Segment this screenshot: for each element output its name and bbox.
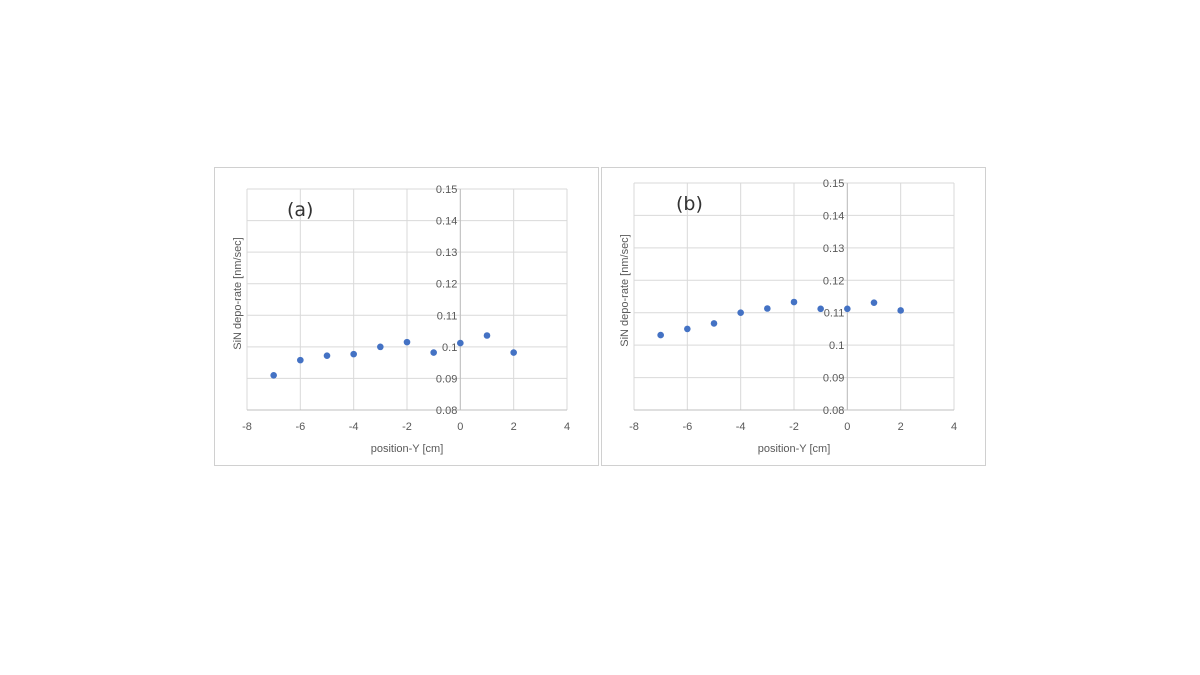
- x-tick-label: 4: [564, 421, 570, 433]
- data-point: [684, 325, 691, 333]
- data-point: [764, 305, 771, 312]
- x-tick-label: 2: [511, 421, 517, 433]
- data-point: [457, 339, 464, 347]
- chart-b-svg: -8 -6 -4 -2 0 2 4 0.08 0.09 0.1 0.11 0.12 0.13 0.14 0.…: [619, 178, 957, 455]
- y-tick-label: 0.13: [436, 247, 457, 259]
- x-tick-label: -6: [682, 421, 692, 433]
- x-axis-title: position-Y [cm]: [371, 443, 444, 455]
- data-point: [657, 331, 664, 339]
- x-tick-label: -8: [629, 421, 639, 433]
- x-tick-label: 0: [457, 421, 463, 433]
- y-tick-label: 0.1: [829, 340, 844, 352]
- panel-label: (b): [676, 193, 703, 215]
- y-tick-label: 0.11: [824, 308, 845, 320]
- y-axis-title: SiN depo-rate [nm/sec]: [232, 237, 244, 350]
- chart-panel-a: -8 -6 -4 -2 0 2 4 0.08 0.09 0.1 0.11 0.12 0.13 0.14 0.…: [214, 167, 599, 466]
- x-tick-label: 4: [951, 421, 957, 433]
- y-tick-label: 0.13: [823, 243, 844, 255]
- data-point: [323, 352, 331, 359]
- x-tick-label: -6: [295, 421, 305, 433]
- x-tick-label: -2: [789, 421, 799, 433]
- data-point: [297, 356, 304, 364]
- data-point: [710, 320, 718, 327]
- x-tick-label: -8: [242, 421, 252, 433]
- y-tick-label: 0.15: [823, 178, 844, 190]
- y-axis-title: SiN depo-rate [nm/sec]: [619, 234, 631, 347]
- data-point: [870, 299, 878, 306]
- data-point: [350, 350, 357, 358]
- data-point: [844, 305, 851, 313]
- y-tick-label: 0.12: [436, 279, 457, 291]
- y-tick-label: 0.14: [823, 210, 844, 222]
- y-tick-label: 0.09: [823, 373, 844, 385]
- y-tick-label: 0.15: [436, 184, 457, 196]
- chart-a-svg: -8 -6 -4 -2 0 2 4 0.08 0.09 0.1 0.11 0.12 0.13 0.14 0.…: [232, 184, 570, 455]
- data-point: [430, 349, 437, 356]
- data-point: [483, 332, 491, 339]
- x-tick-label: -4: [736, 421, 746, 433]
- panel-label: (a): [287, 199, 313, 221]
- y-tick-label: 0.14: [436, 216, 457, 228]
- data-point: [377, 343, 384, 351]
- chart-panel-b: -8 -6 -4 -2 0 2 4 0.08 0.09 0.1 0.11 0.12 0.13 0.14 0.…: [601, 167, 986, 466]
- x-tick-label: -2: [402, 421, 412, 433]
- data-point: [403, 338, 411, 346]
- data-point: [737, 309, 744, 317]
- y-tick-label: 0.08: [436, 405, 457, 417]
- y-tick-label: 0.12: [823, 275, 844, 287]
- data-point: [790, 298, 798, 306]
- y-tick-label: 0.1: [442, 342, 457, 354]
- x-axis-title: position-Y [cm]: [758, 443, 831, 455]
- x-tick-label: -4: [349, 421, 359, 433]
- data-point: [270, 371, 277, 379]
- data-point: [897, 307, 904, 314]
- x-tick-label: 0: [844, 421, 850, 433]
- x-tick-label: 2: [898, 421, 904, 433]
- y-tick-label: 0.09: [436, 373, 457, 385]
- data-point: [510, 349, 517, 356]
- data-point: [817, 305, 824, 313]
- y-tick-label: 0.11: [437, 310, 458, 322]
- y-tick-label: 0.08: [823, 405, 844, 417]
